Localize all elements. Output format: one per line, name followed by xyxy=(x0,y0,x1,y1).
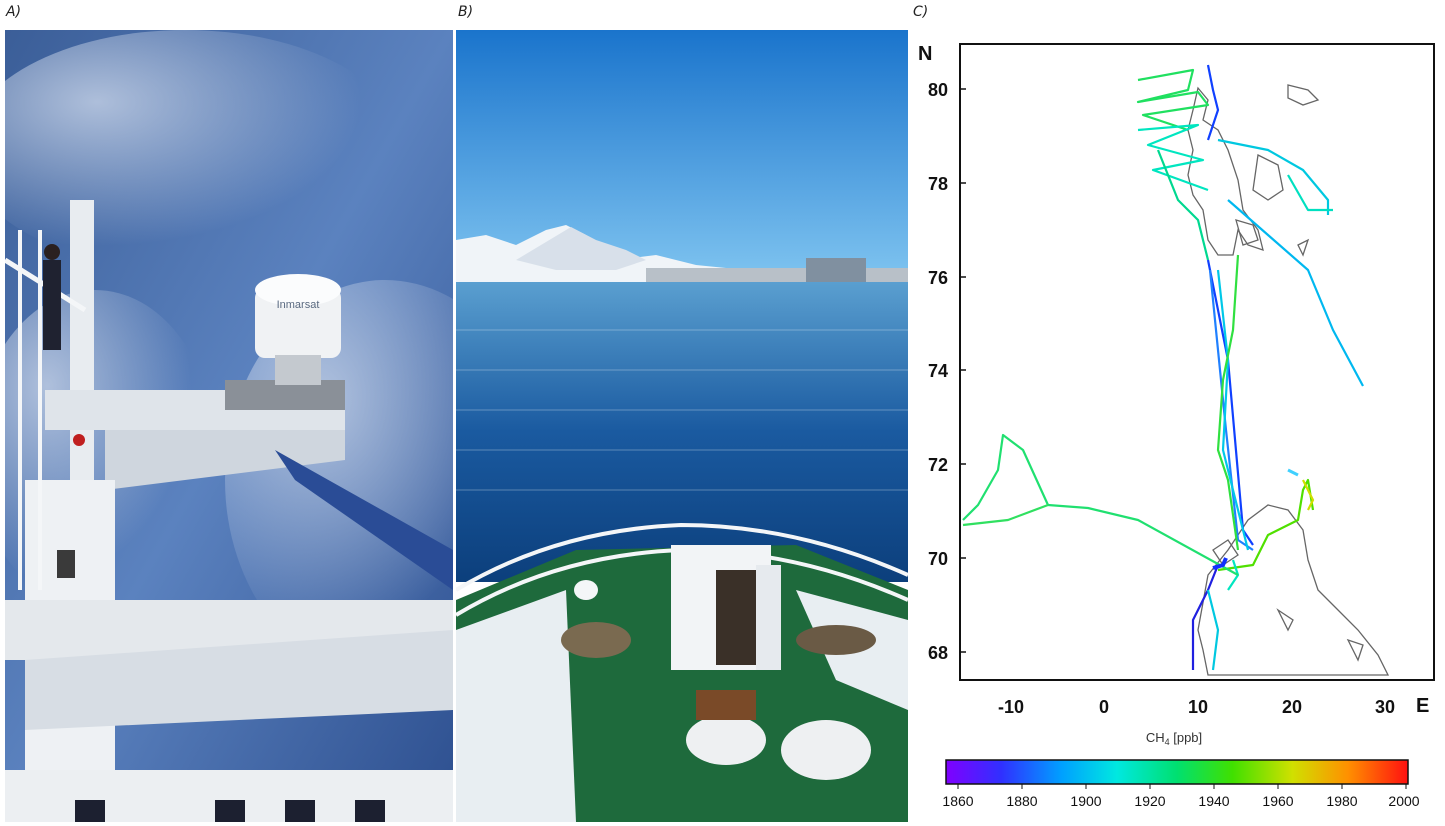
lat-tick: 74 xyxy=(928,361,948,381)
lat-tick: 72 xyxy=(928,455,948,475)
latitude-tick-marks xyxy=(960,88,966,653)
longitude-ticks: -10 0 10 20 30 xyxy=(998,697,1395,717)
lat-tick: 68 xyxy=(928,643,948,663)
lat-tick: 80 xyxy=(928,80,948,100)
map-frame xyxy=(959,43,1435,681)
colorbar-ticks: 1860 1880 1900 1920 1940 1960 1980 2000 xyxy=(942,793,1419,809)
colorbar-tick: 1860 xyxy=(942,793,973,809)
lat-tick: 70 xyxy=(928,549,948,569)
colorbar xyxy=(945,759,1409,785)
coastline xyxy=(1187,84,1390,676)
colorbar-tick-marks xyxy=(957,784,1407,789)
lat-tick: 78 xyxy=(928,174,948,194)
lon-tick: 20 xyxy=(1282,697,1302,717)
lon-tick: 10 xyxy=(1188,697,1208,717)
lon-tick: 30 xyxy=(1375,697,1395,717)
colorbar-tick: 1900 xyxy=(1070,793,1101,809)
photo-ship-bow-fjord xyxy=(456,30,908,822)
east-label: E xyxy=(1416,695,1429,717)
north-label: N xyxy=(918,43,932,65)
photo-ship-mast: Inmarsat xyxy=(5,30,453,822)
colorbar-title: CH4 [ppb] xyxy=(1146,730,1202,747)
panel-label-b: B) xyxy=(458,4,474,20)
panel-label-a: A) xyxy=(6,4,22,20)
lon-tick: 0 xyxy=(1099,697,1109,717)
colorbar-tick: 2000 xyxy=(1388,793,1419,809)
colorbar-tick: 1960 xyxy=(1262,793,1293,809)
lat-tick: 76 xyxy=(928,268,948,288)
antenna-brand-text: Inmarsat xyxy=(277,299,320,311)
colorbar-tick: 1920 xyxy=(1134,793,1165,809)
lon-tick: -10 xyxy=(998,697,1024,717)
latitude-ticks: 80 78 76 74 72 70 68 xyxy=(928,80,948,663)
panel-label-c: C) xyxy=(913,4,929,20)
colorbar-tick: 1940 xyxy=(1198,793,1229,809)
methane-map: N E 80 78 76 74 72 70 68 -10 0 10 20 30 xyxy=(908,30,1445,822)
ship-tracks xyxy=(962,64,1364,671)
colorbar-tick: 1980 xyxy=(1326,793,1357,809)
colorbar-tick: 1880 xyxy=(1006,793,1037,809)
